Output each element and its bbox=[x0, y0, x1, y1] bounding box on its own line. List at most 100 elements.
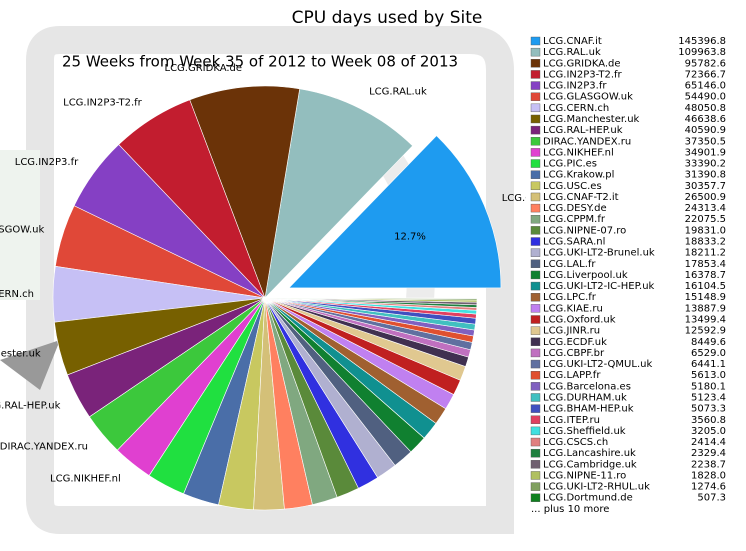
legend-label: LCG.JINR.ru bbox=[543, 326, 600, 337]
legend-value: 24313.4 bbox=[685, 203, 726, 214]
legend-value: 1828.0 bbox=[691, 470, 726, 481]
legend: LCG.CNAF.it 145396.8 LCG.RAL.uk 109963.8 LCG… bbox=[530, 36, 726, 515]
legend-label: LCG.NIPNE-11.ro bbox=[543, 470, 626, 481]
legend-label: LCG.DESY.de bbox=[543, 203, 607, 214]
legend-value: 17853.4 bbox=[685, 259, 726, 270]
legend-value: 8449.6 bbox=[691, 337, 726, 348]
legend-label: DIRAC.YANDEX.ru bbox=[543, 136, 631, 147]
legend-label: LCG.UKI-LT2-IC-HEP.uk bbox=[543, 281, 655, 292]
legend-swatch bbox=[530, 103, 541, 113]
legend-label: LCG.PIC.es bbox=[543, 159, 597, 170]
legend-label: LCG.LAPP.fr bbox=[543, 370, 601, 381]
legend-label: LCG.Cambridge.uk bbox=[543, 459, 637, 470]
legend-label: LCG.Manchester.uk bbox=[543, 114, 640, 125]
legend-swatch bbox=[530, 326, 541, 335]
legend-swatch bbox=[530, 348, 541, 358]
legend-value: 5613.0 bbox=[691, 370, 726, 381]
legend-value: 145396.8 bbox=[678, 36, 726, 47]
legend-swatch bbox=[530, 493, 541, 502]
legend-value: 54490.0 bbox=[685, 92, 726, 103]
legend-value: 19831.0 bbox=[685, 225, 726, 236]
legend-swatch bbox=[530, 482, 541, 491]
legend-swatch bbox=[530, 426, 541, 436]
legend-swatch bbox=[530, 36, 541, 46]
pie bbox=[52, 85, 502, 511]
legend-value: 95782.6 bbox=[685, 58, 726, 69]
legend-label: LCG.Liverpool.uk bbox=[543, 270, 628, 281]
legend-value: 46638.6 bbox=[685, 114, 726, 125]
legend-label: LCG.Krakow.pl bbox=[543, 170, 614, 181]
slice-label: DIRAC.YANDEX.ru bbox=[0, 441, 88, 452]
legend-value: 3205.0 bbox=[691, 426, 726, 437]
legend-swatch bbox=[530, 270, 541, 280]
legend-swatch bbox=[530, 471, 541, 480]
slice-label: LCG.IN2P3-T2.fr bbox=[63, 98, 143, 109]
pie-slice bbox=[288, 135, 502, 289]
legend-label: LCG.Dortmund.de bbox=[543, 493, 633, 504]
legend-label: LCG.CPPM.fr bbox=[543, 214, 606, 225]
legend-value: 33390.2 bbox=[685, 159, 726, 170]
legend-swatch bbox=[530, 125, 541, 135]
slice-label: LCG.IN2P3.fr bbox=[15, 157, 79, 168]
legend-swatch bbox=[530, 393, 541, 402]
legend-value: 5073.3 bbox=[691, 404, 726, 415]
legend-label: LCG.GRIDKA.de bbox=[543, 58, 621, 69]
legend-label: LCG.CERN.ch bbox=[543, 103, 609, 114]
legend-value: 2238.7 bbox=[691, 459, 726, 470]
legend-swatch bbox=[530, 337, 541, 346]
legend-label: LCG.ECDF.uk bbox=[543, 337, 607, 348]
legend-label: LCG.CBPF.br bbox=[543, 348, 605, 359]
legend-value: 30357.7 bbox=[685, 181, 726, 192]
legend-swatch bbox=[530, 382, 541, 391]
legend-label: LCG.CSCS.ch bbox=[543, 437, 608, 448]
chart-title: CPU days used by Site bbox=[292, 8, 483, 28]
background-arrow bbox=[0, 340, 60, 390]
background-box bbox=[0, 150, 40, 300]
slice-label: LCG.GLASGOW.uk bbox=[0, 225, 44, 236]
legend-value: 18211.2 bbox=[685, 248, 726, 259]
legend-swatch bbox=[530, 226, 541, 235]
legend-label: LCG.Oxford.uk bbox=[543, 315, 616, 326]
legend-swatch bbox=[530, 437, 541, 447]
legend-label: LCG.CNAF.it bbox=[543, 36, 602, 47]
slice-percent: 12.7% bbox=[394, 232, 426, 243]
legend-value: 16378.7 bbox=[685, 270, 726, 281]
legend-swatch bbox=[530, 170, 541, 179]
legend-label: LCG.Sheffield.uk bbox=[543, 426, 626, 437]
legend-value: 72366.7 bbox=[685, 69, 726, 80]
legend-label: LCG.DURHAM.uk bbox=[543, 392, 627, 403]
legend-value: 48050.8 bbox=[685, 103, 726, 114]
legend-swatch bbox=[530, 371, 541, 380]
legend-value: 3560.8 bbox=[691, 415, 726, 426]
legend-label: LCG.UKI-LT2-Brunel.uk bbox=[543, 248, 655, 259]
legend-label: LCG.LAL.fr bbox=[543, 259, 596, 270]
legend-swatch bbox=[530, 81, 541, 90]
legend-label: LCG.UKI-LT2-QMUL.uk bbox=[543, 359, 652, 370]
legend-value: 6441.1 bbox=[691, 359, 726, 370]
legend-value: 5180.1 bbox=[691, 381, 726, 392]
legend-swatch bbox=[530, 315, 541, 324]
legend-value: 34901.9 bbox=[685, 147, 726, 158]
slice-label: LCG.RAL.uk bbox=[369, 87, 427, 98]
legend-swatch bbox=[530, 460, 541, 469]
slice-label: LCG.RAL-HEP.uk bbox=[0, 400, 61, 411]
legend-value: 37350.5 bbox=[685, 136, 726, 147]
legend-swatch bbox=[530, 70, 541, 79]
legend-value: 109963.8 bbox=[678, 47, 726, 58]
legend-label: LCG.NIPNE-07.ro bbox=[543, 225, 626, 236]
legend-value: 31390.8 bbox=[685, 170, 726, 181]
legend-footnote: ... plus 10 more bbox=[531, 504, 609, 515]
legend-value: 12592.9 bbox=[685, 326, 726, 337]
legend-label: LCG.KIAE.ru bbox=[543, 303, 603, 314]
legend-swatch bbox=[530, 293, 541, 302]
legend-value: 65146.0 bbox=[685, 81, 726, 92]
legend-value: 2414.4 bbox=[691, 437, 726, 448]
legend-label: LCG.USC.es bbox=[543, 181, 602, 192]
legend-value: 5123.4 bbox=[691, 392, 726, 403]
legend-value: 16104.5 bbox=[685, 281, 726, 292]
pie-slice bbox=[264, 297, 478, 299]
legend-swatch bbox=[530, 359, 541, 369]
legend-swatch bbox=[530, 114, 541, 124]
legend-swatch bbox=[530, 192, 541, 202]
